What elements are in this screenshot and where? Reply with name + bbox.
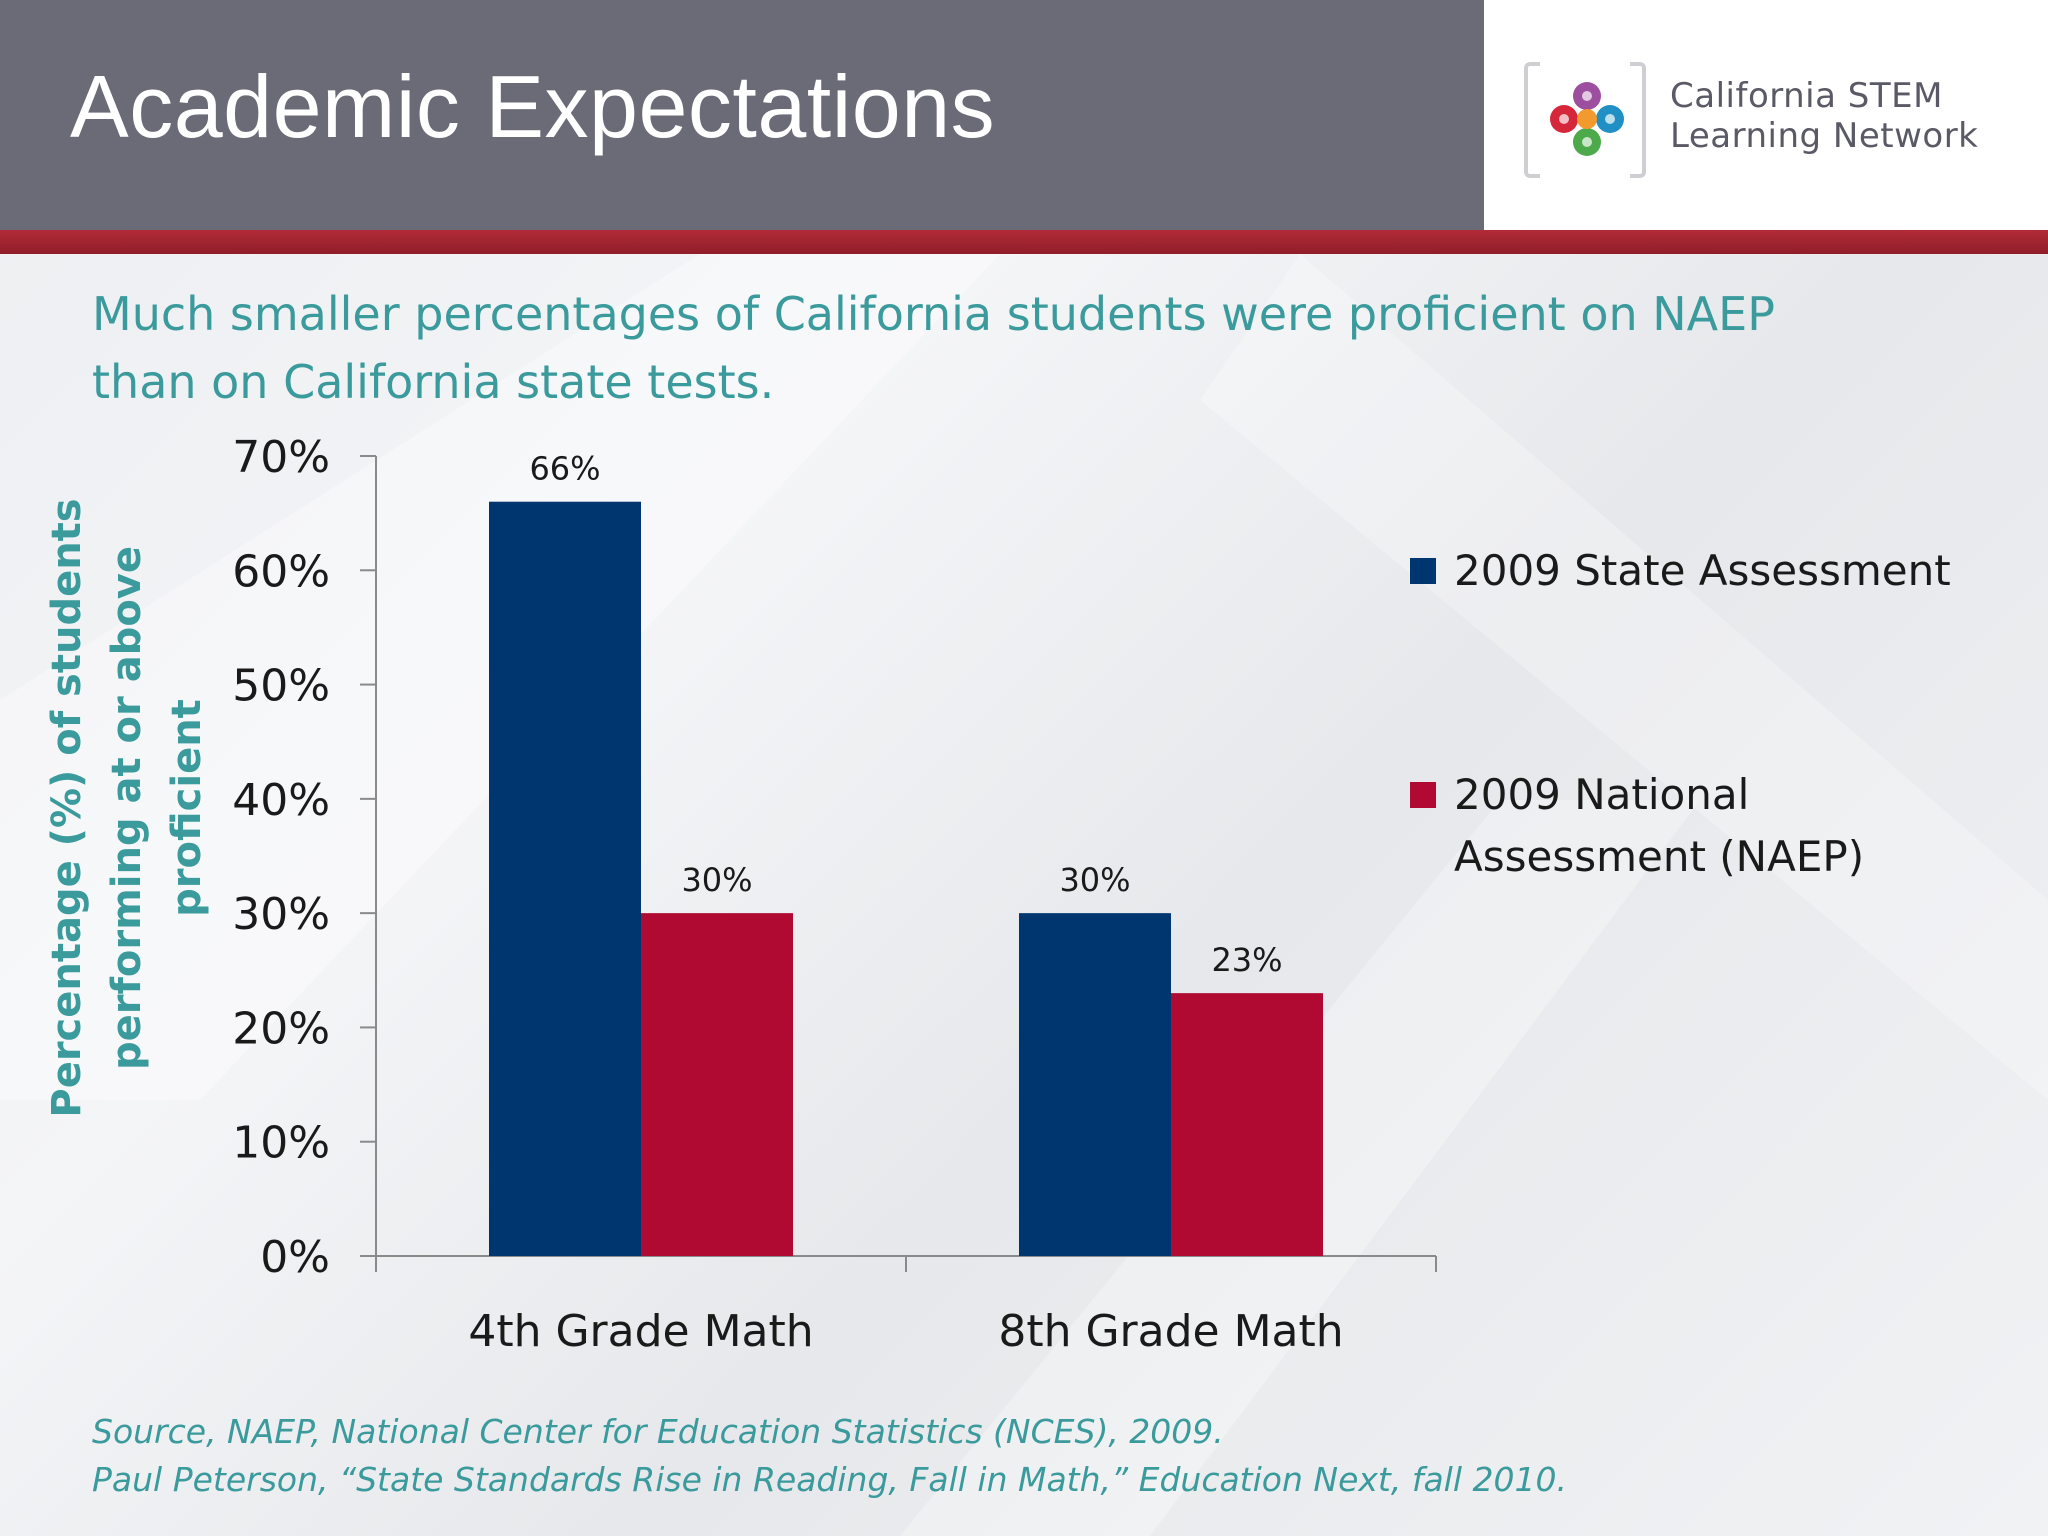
x-category-label: 8th Grade Math (998, 1306, 1343, 1357)
y-tick-label: 0% (260, 1232, 330, 1283)
data-label: 30% (1059, 861, 1130, 899)
legend-label: Assessment (NAEP) (1454, 832, 1865, 881)
y-axis-title-line-3: proficient (164, 699, 210, 917)
y-tick-label: 30% (232, 889, 330, 940)
logo-panel: California STEM Learning Network (1484, 0, 2048, 230)
logo-line-2: Learning Network (1670, 116, 1979, 156)
logo-line-1: California STEM (1670, 76, 1943, 116)
legend-label: 2009 National (1454, 770, 1750, 819)
legend-swatch (1410, 782, 1436, 808)
slide-title: Academic Expectations (70, 57, 996, 156)
data-label: 23% (1211, 941, 1282, 979)
y-tick-label: 40% (232, 775, 330, 826)
y-tick-label: 70% (232, 432, 330, 483)
y-axis-title-line-1: Percentage (%) of students (44, 498, 90, 1117)
y-axis-title-line-2: performing at or above (104, 546, 150, 1070)
logo-text: California STEM Learning Network (1670, 76, 1978, 156)
y-tick-label: 20% (232, 1003, 330, 1054)
bar-naep-0 (641, 913, 793, 1256)
y-tick-label: 10% (232, 1118, 330, 1169)
logo-bracket-right (1630, 62, 1646, 178)
legend-swatch (1410, 558, 1436, 584)
data-label: 30% (681, 861, 752, 899)
header-bar: Academic Expectations (0, 0, 1484, 230)
slide-subtitle: Much smaller percentages of California s… (92, 280, 1972, 416)
bar-chart: 0% 10% 20% 30% 40% 50% 60% 70% 66% 30% 4th Grade M… (44, 432, 1437, 1357)
y-tick-label: 60% (232, 546, 330, 597)
bar-state-1 (1019, 913, 1171, 1256)
data-label: 66% (529, 450, 600, 488)
stem-logo-icon (1550, 82, 1624, 156)
red-accent-band (0, 230, 2048, 254)
subtitle-line-1: Much smaller percentages of California s… (92, 287, 1775, 341)
bar-naep-1 (1171, 993, 1323, 1256)
source-citation: Source, NAEP, National Center for Educat… (92, 1408, 1567, 1504)
source-line-2: Paul Peterson, “State Standards Rise in … (92, 1460, 1567, 1499)
x-category-label: 4th Grade Math (468, 1306, 813, 1357)
y-tick-label: 50% (232, 661, 330, 712)
bar-state-0 (489, 501, 641, 1256)
subtitle-line-2: than on California state tests. (92, 355, 775, 409)
logo-bracket-left (1524, 62, 1540, 178)
legend-label: 2009 State Assessment (1454, 546, 1951, 595)
source-line-1: Source, NAEP, National Center for Educat… (92, 1412, 1224, 1451)
